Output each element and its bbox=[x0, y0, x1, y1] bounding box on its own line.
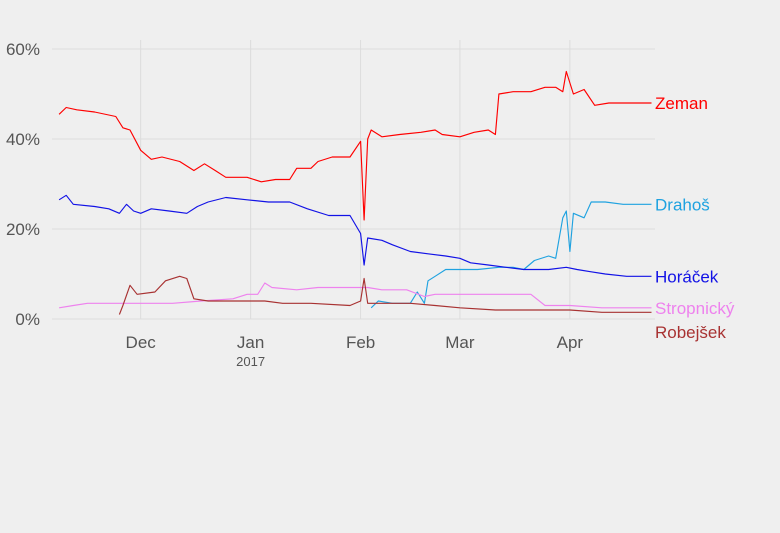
series-line-robejšek bbox=[118, 275, 652, 315]
series-line-stropnický bbox=[59, 282, 652, 309]
y-tick-label: 20% bbox=[6, 220, 40, 239]
series-label-drahoš: Drahoš bbox=[655, 195, 710, 214]
x-tick-label: Dec bbox=[126, 333, 157, 352]
x-tick-label: Feb bbox=[346, 333, 375, 352]
x-tick-label: Apr bbox=[557, 333, 584, 352]
x-tick-sublabel: 2017 bbox=[236, 354, 265, 369]
series-line-zeman bbox=[58, 70, 652, 221]
x-tick-label: Mar bbox=[445, 333, 475, 352]
series-lines bbox=[58, 70, 652, 315]
gridlines bbox=[52, 40, 655, 320]
x-tick-label: Jan bbox=[237, 333, 264, 352]
series-label-stropnický: Stropnický bbox=[655, 299, 735, 318]
series-label-zeman: Zeman bbox=[655, 94, 708, 113]
series-line-horáček bbox=[58, 194, 652, 277]
series-end-labels: Zeman Drahoš Horáček Stropnický Robejšek bbox=[655, 94, 735, 342]
axis-tick-labels: 0% 20% 40% 60% Dec Jan 2017 Feb Mar Apr bbox=[6, 40, 583, 369]
series-label-robejšek: Robejšek bbox=[655, 323, 726, 342]
y-tick-label: 0% bbox=[15, 310, 40, 329]
series-label-horáček: Horáček bbox=[655, 267, 719, 286]
y-tick-label: 40% bbox=[6, 130, 40, 149]
y-tick-label: 60% bbox=[6, 40, 40, 59]
